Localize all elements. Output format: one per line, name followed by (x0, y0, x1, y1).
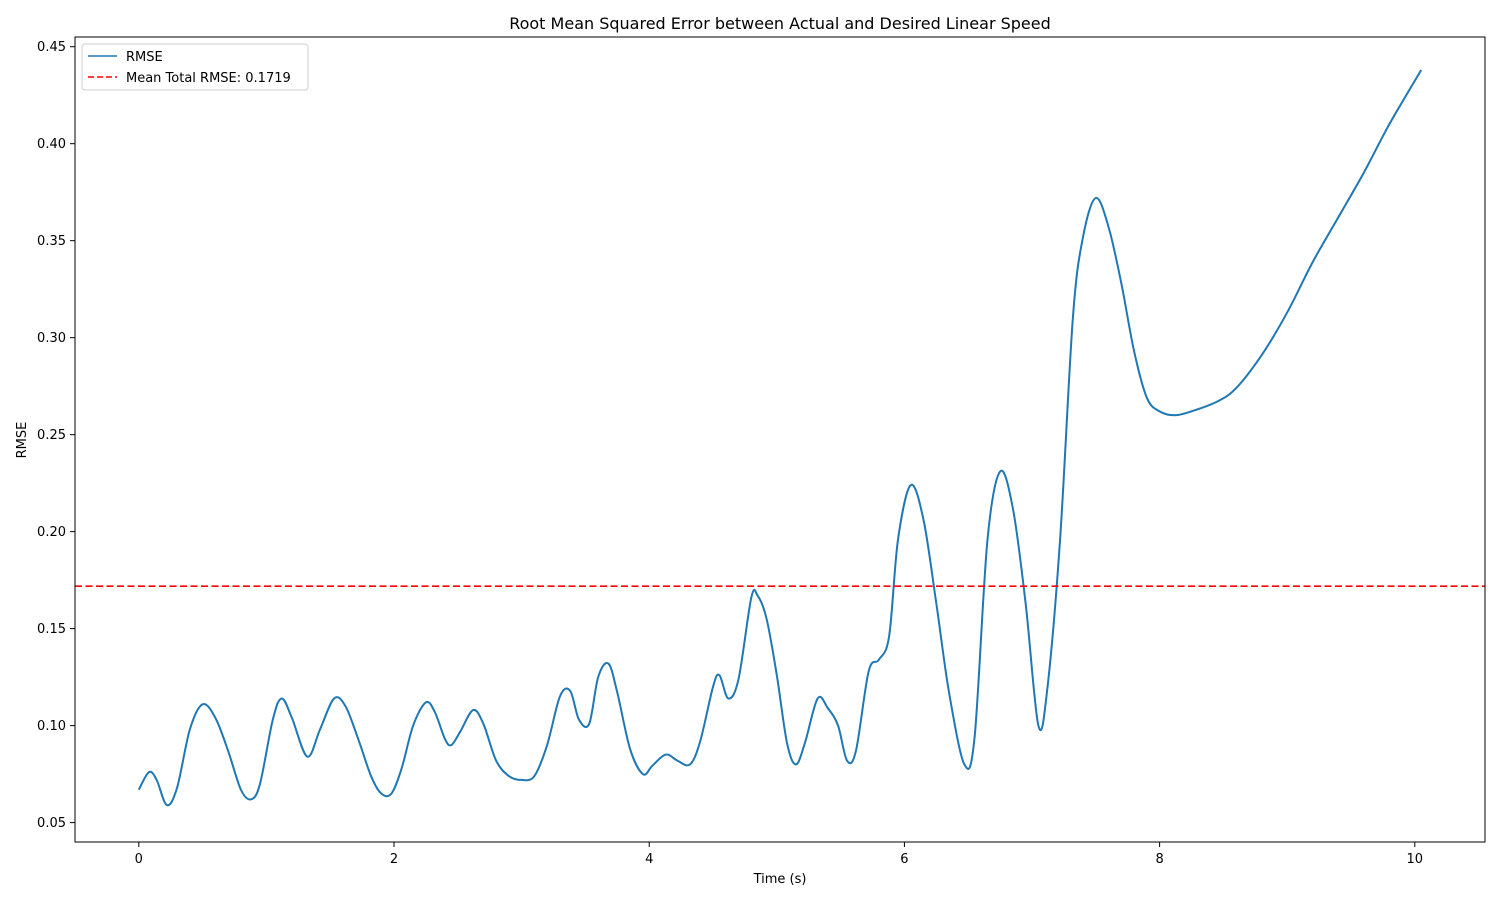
y-tick-label: 0.20 (37, 525, 66, 540)
x-tick-label: 8 (1155, 852, 1163, 867)
y-tick-label: 0.15 (37, 622, 66, 637)
chart-title: Root Mean Squared Error between Actual a… (509, 14, 1051, 33)
y-tick-label: 0.30 (37, 331, 66, 346)
x-tick-label: 10 (1407, 852, 1424, 867)
rmse-series-line (137, 69, 1423, 807)
legend-label-mean-rmse: Mean Total RMSE: 0.1719 (126, 71, 291, 86)
y-tick-label: 0.25 (37, 428, 66, 443)
plot-area (75, 69, 1485, 807)
x-tick-label: 4 (645, 852, 653, 867)
legend-label-rmse: RMSE (126, 50, 163, 65)
y-tick-label: 0.45 (37, 40, 66, 55)
y-tick-label: 0.10 (37, 719, 66, 734)
legend: RMSE Mean Total RMSE: 0.1719 (81, 43, 309, 91)
x-tick-label: 2 (390, 852, 398, 867)
legend-box (81, 43, 309, 91)
x-tick-label: 6 (900, 852, 908, 867)
y-tick-label: 0.35 (37, 234, 66, 249)
x-axis: 0 2 4 6 8 10 (135, 842, 1423, 867)
x-axis-label: Time (s) (753, 872, 807, 887)
axes-frame (74, 36, 1486, 843)
x-tick-label: 0 (135, 852, 143, 867)
y-axis: 0.05 0.10 0.15 0.20 0.25 0.30 0.35 0.40 0.45 (37, 40, 75, 831)
y-tick-label: 0.40 (37, 137, 66, 152)
y-tick-label: 0.05 (37, 816, 66, 831)
y-axis-label: RMSE (15, 422, 30, 459)
